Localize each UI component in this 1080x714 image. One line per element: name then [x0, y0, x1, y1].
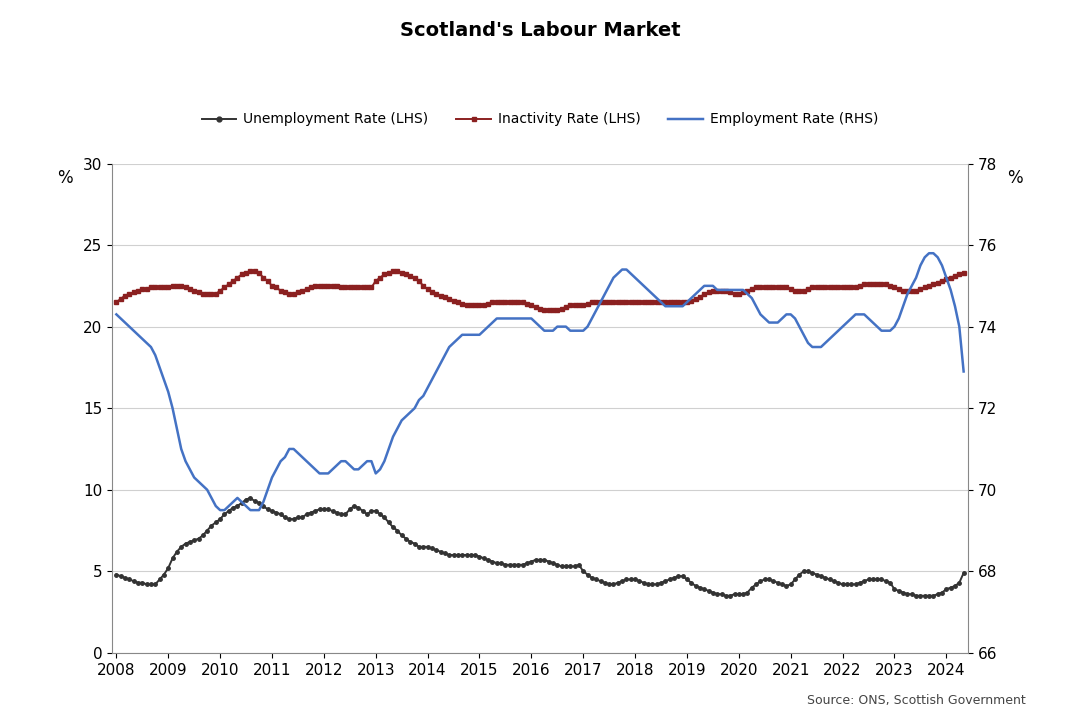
Text: Source: ONS, Scottish Government: Source: ONS, Scottish Government: [807, 694, 1026, 707]
Legend: Unemployment Rate (LHS), Inactivity Rate (LHS), Employment Rate (RHS): Unemployment Rate (LHS), Inactivity Rate…: [197, 107, 883, 132]
Y-axis label: %: %: [1008, 169, 1023, 187]
Y-axis label: %: %: [57, 169, 72, 187]
Text: Scotland's Labour Market: Scotland's Labour Market: [400, 21, 680, 41]
